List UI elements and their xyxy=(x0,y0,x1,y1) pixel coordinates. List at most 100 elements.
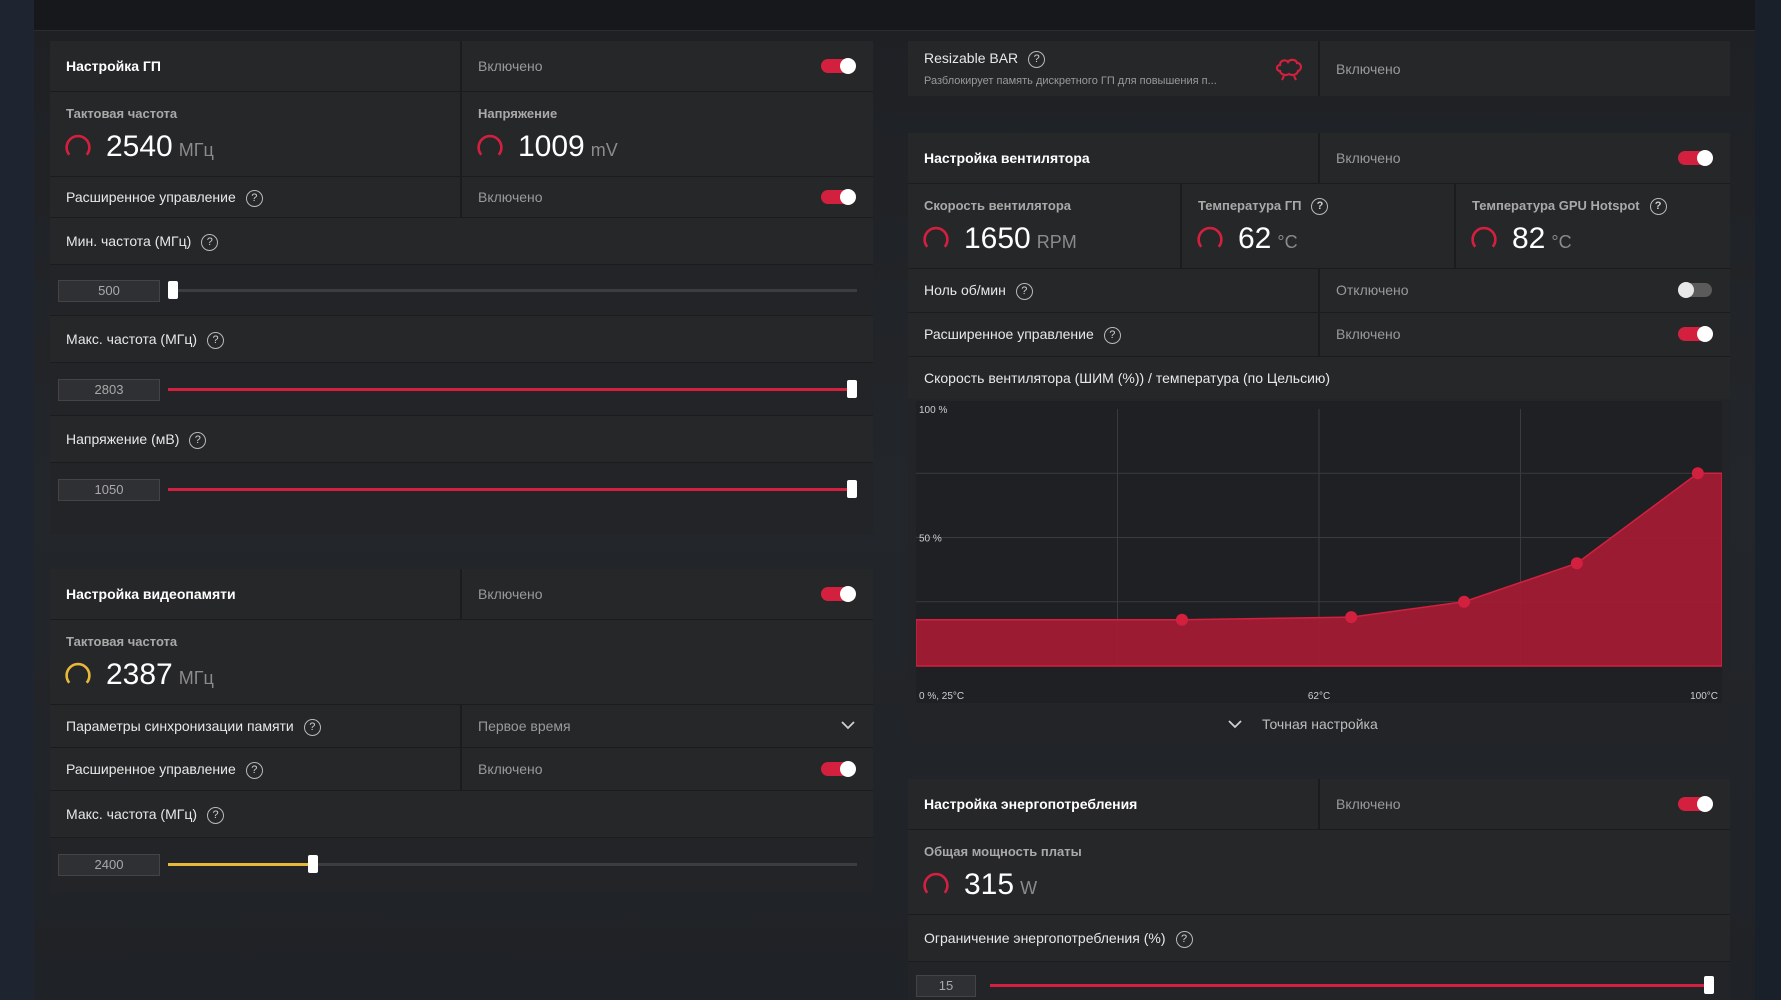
help-icon[interactable]: ? xyxy=(207,806,224,824)
vram-timing-dropdown[interactable]: Первое время xyxy=(460,705,873,747)
fine-tune-row[interactable]: Точная настройка xyxy=(908,705,1730,743)
gpu-voltage-mv-fill xyxy=(168,488,851,491)
power-header-status: Включено xyxy=(1336,796,1401,812)
vram-tuning-toggle[interactable] xyxy=(821,586,856,602)
fan-curve-point[interactable] xyxy=(1458,595,1471,608)
help-icon[interactable]: ? xyxy=(1015,282,1033,300)
gpu-voltage-mv-slider-row: 1050 xyxy=(50,463,873,515)
gpu-temp-label: Температура ГП xyxy=(1198,198,1302,213)
fan-speed-gauge-icon xyxy=(923,226,949,248)
fan-speed-unit: RPM xyxy=(1036,232,1077,252)
gpu-advanced-row: Расширенное управление? Включено xyxy=(50,177,873,218)
gpu-advanced-label: Расширенное управление xyxy=(66,189,236,205)
chevron-down-icon xyxy=(1228,720,1242,729)
gpu-advanced-toggle[interactable] xyxy=(821,189,856,205)
fan-curve-area xyxy=(915,472,1723,667)
help-icon[interactable]: ? xyxy=(1103,326,1121,344)
y-tick-label: 50 % xyxy=(919,534,942,545)
gpu-max-freq-input[interactable]: 2803 xyxy=(58,379,160,401)
gpu-voltage-mv-label: Напряжение (мВ) xyxy=(66,431,180,447)
gpu-clock-unit: МГц xyxy=(178,140,214,160)
help-icon[interactable]: ? xyxy=(1028,50,1046,68)
gpu-min-freq-track[interactable] xyxy=(168,289,857,292)
vram-max-freq-slider-row: 2400 xyxy=(50,838,873,890)
help-icon[interactable]: ? xyxy=(1311,198,1329,216)
zero-rpm-status: Отключено xyxy=(1336,282,1409,298)
background-window-right xyxy=(1755,0,1781,1000)
gpu-voltage-mv-thumb[interactable] xyxy=(847,480,857,498)
help-icon[interactable]: ? xyxy=(303,718,321,736)
brain-icon xyxy=(1275,58,1302,81)
gpu-voltage-mv-input[interactable]: 1050 xyxy=(58,479,160,501)
vram-max-freq-track[interactable] xyxy=(168,863,857,866)
fan-curve-point[interactable] xyxy=(1691,467,1704,480)
power-tuning-toggle[interactable] xyxy=(1678,796,1713,812)
power-limit-input[interactable]: 15 xyxy=(916,975,976,997)
resizable-bar-label: Resizable BAR xyxy=(924,50,1019,66)
fan-curve-title-row: Скорость вентилятора (ШИМ (%)) / темпера… xyxy=(908,357,1730,399)
fan-curve-chart[interactable]: 100 % 50 % 0 %, 25°C 62°C 100°C xyxy=(915,401,1723,703)
gpu-min-freq-label: Мин. частота (МГц) xyxy=(66,233,192,249)
vram-clock-unit: МГц xyxy=(178,668,214,688)
help-icon[interactable]: ? xyxy=(207,331,224,349)
power-metrics-row: Общая мощность платы 315 W xyxy=(908,830,1730,915)
fan-curve-svg[interactable]: 100 % 50 % 0 %, 25°C 62°C 100°C xyxy=(915,401,1723,703)
help-icon[interactable]: ? xyxy=(189,431,207,449)
fan-speed-value: 1650 xyxy=(964,222,1031,255)
vram-clock-gauge-icon xyxy=(65,662,91,684)
power-limit-label: Ограничение энергопотребления (%) xyxy=(924,930,1166,946)
help-icon[interactable]: ? xyxy=(201,233,219,251)
x-tick-label: 62°C xyxy=(1308,691,1330,702)
fan-header-label: Настройка вентилятора xyxy=(924,150,1090,166)
vram-max-freq-thumb[interactable] xyxy=(308,855,318,873)
resizable-bar-description: Разблокирует память дискретного ГП для п… xyxy=(924,75,1217,87)
gpu-header-status: Включено xyxy=(478,58,543,74)
fan-advanced-label: Расширенное управление xyxy=(924,326,1094,342)
gpu-voltage-label: Напряжение xyxy=(478,106,558,121)
gpu-min-freq-input[interactable]: 500 xyxy=(58,280,160,302)
help-icon[interactable]: ? xyxy=(245,189,263,207)
hotspot-temp-gauge-icon xyxy=(1471,226,1497,248)
board-power-gauge-icon xyxy=(923,872,949,894)
board-power-value: 315 xyxy=(964,868,1015,901)
vram-advanced-status: Включено xyxy=(478,761,543,777)
gpu-voltage-mv-label-row: Напряжение (мВ)? xyxy=(50,416,873,463)
fan-header-row: Настройка вентилятора Включено xyxy=(908,133,1730,184)
power-limit-thumb[interactable] xyxy=(1704,976,1714,994)
fan-advanced-toggle[interactable] xyxy=(1678,326,1713,342)
top-bar xyxy=(34,0,1755,31)
zero-rpm-row: Ноль об/мин? Отключено xyxy=(908,269,1730,313)
hotspot-temp-unit: °C xyxy=(1551,232,1572,252)
fan-curve-point[interactable] xyxy=(1175,613,1188,626)
vram-timing-label: Параметры синхронизации памяти xyxy=(66,718,294,734)
gpu-max-freq-thumb[interactable] xyxy=(847,380,857,398)
help-icon[interactable]: ? xyxy=(245,761,263,779)
zero-rpm-toggle[interactable] xyxy=(1678,282,1712,298)
gpu-min-freq-label-row: Мин. частота (МГц)? xyxy=(50,218,873,265)
power-limit-fill xyxy=(990,984,1708,987)
fan-curve-point[interactable] xyxy=(1345,611,1358,624)
fan-curve-point[interactable] xyxy=(1570,557,1583,570)
power-header-row: Настройка энергопотребления Включено xyxy=(908,779,1730,830)
fan-metrics-row: Скорость вентилятора 1650 RPM Температура… xyxy=(908,184,1730,269)
gpu-max-freq-slider-row: 2803 xyxy=(50,363,873,416)
gpu-voltage-unit: mV xyxy=(590,140,618,160)
vram-advanced-row: Расширенное управление? Включено xyxy=(50,748,873,791)
vram-advanced-toggle[interactable] xyxy=(821,761,856,777)
gpu-tuning-toggle[interactable] xyxy=(821,58,856,74)
gpu-clock-value: 2540 xyxy=(106,130,173,163)
gpu-min-freq-thumb[interactable] xyxy=(168,281,178,299)
vram-tuning-panel: Настройка видеопамяти Включено Тактовая … xyxy=(50,569,873,893)
fan-speed-label: Скорость вентилятора xyxy=(924,198,1071,213)
help-icon[interactable]: ? xyxy=(1649,198,1667,216)
vram-max-freq-input[interactable]: 2400 xyxy=(58,854,160,876)
fan-advanced-row: Расширенное управление? Включено xyxy=(908,313,1730,357)
vram-clock-value: 2387 xyxy=(106,658,173,691)
fan-tuning-panel: Настройка вентилятора Включено Скорость … xyxy=(908,133,1730,743)
fan-advanced-status: Включено xyxy=(1336,326,1401,342)
help-icon[interactable]: ? xyxy=(1175,930,1193,948)
board-power-unit: W xyxy=(1020,878,1038,898)
gpu-voltage-gauge-icon xyxy=(477,134,503,156)
hotspot-temp-label: Температура GPU Hotspot xyxy=(1472,198,1640,213)
fan-tuning-toggle[interactable] xyxy=(1678,150,1713,166)
